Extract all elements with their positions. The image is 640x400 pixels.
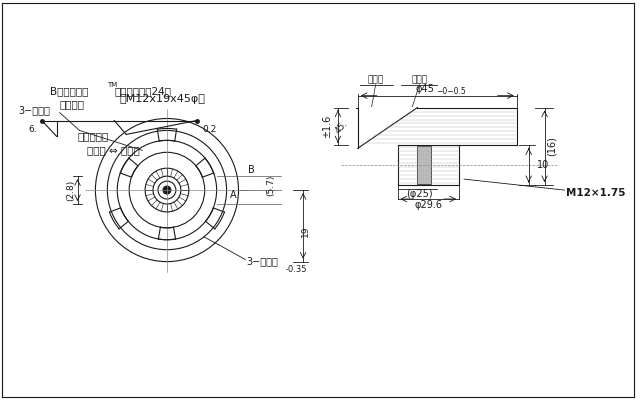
Text: A: A	[230, 190, 236, 200]
Text: ナット側: ナット側	[60, 100, 84, 110]
Text: (2.8): (2.8)	[66, 180, 75, 201]
Text: TM: TM	[108, 82, 118, 88]
Text: 0.2: 0.2	[203, 125, 217, 134]
Text: B: B	[248, 165, 255, 175]
Text: 凸リブ: 凸リブ	[367, 75, 384, 84]
Text: 凹リブ: 凹リブ	[412, 75, 428, 84]
Text: B部：ソルー: B部：ソルー	[50, 86, 88, 96]
Text: φ45: φ45	[416, 84, 435, 94]
Text: ±1.6: ±1.6	[322, 115, 332, 138]
Text: 3−凸リブ: 3−凸リブ	[246, 257, 278, 267]
Text: 3−凹リブ: 3−凹リブ	[18, 106, 50, 116]
Text: M12×1.75: M12×1.75	[566, 188, 626, 198]
Text: (φ25): (φ25)	[406, 189, 433, 199]
Text: 締付け ⇔ もどし: 締付け ⇔ もどし	[88, 145, 140, 155]
Text: 19: 19	[301, 225, 310, 236]
Text: φ29.6: φ29.6	[414, 200, 442, 210]
Text: (5.7): (5.7)	[266, 174, 275, 196]
Text: 45.: 45.	[333, 119, 350, 136]
Circle shape	[165, 188, 169, 192]
Text: -0.35: -0.35	[285, 265, 307, 274]
Text: ワッシャ側: ワッシャ側	[77, 131, 109, 141]
Circle shape	[163, 186, 171, 194]
Bar	[417, 146, 431, 184]
Text: ＜M12x19x45φ＞: ＜M12x19x45φ＞	[119, 94, 205, 104]
Text: 6.: 6.	[28, 125, 36, 134]
Text: 10: 10	[536, 160, 549, 170]
Text: セレーション24歯: セレーション24歯	[115, 86, 172, 96]
Text: −0−0.5: −0−0.5	[436, 87, 466, 96]
Text: (16): (16)	[547, 136, 557, 156]
